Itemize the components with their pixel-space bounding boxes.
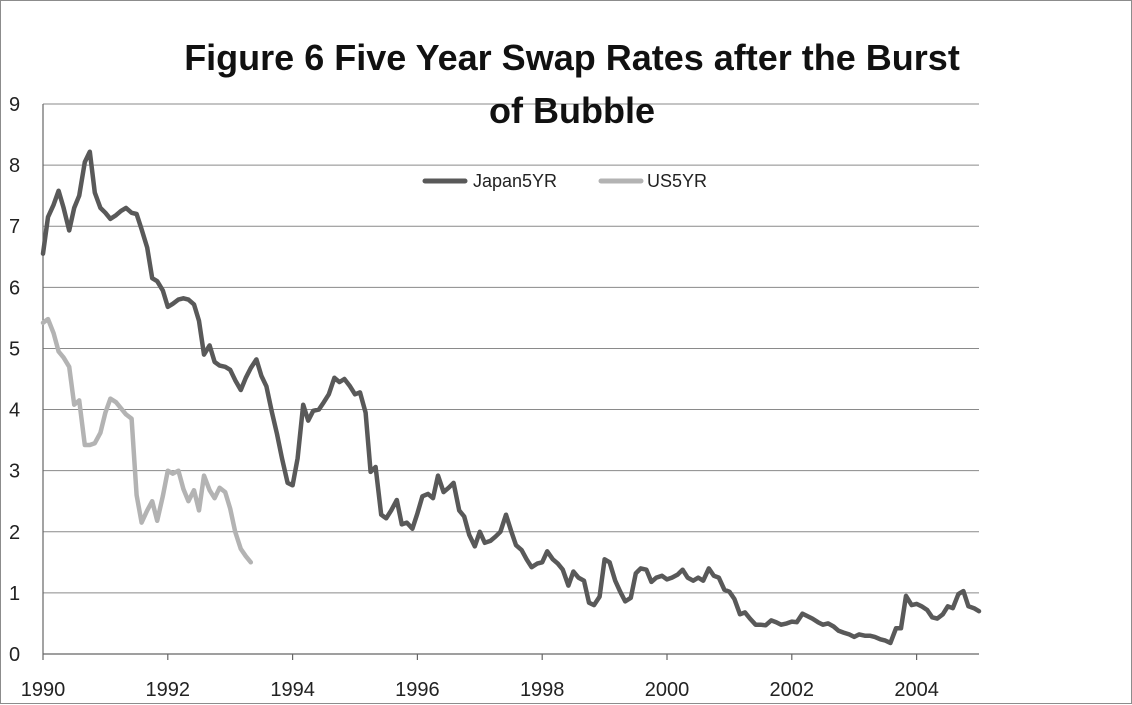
- series-line-japan5yr: [40, 149, 982, 646]
- y-tick-label: 3: [9, 461, 20, 483]
- axes: [42, 104, 979, 660]
- y-tick-label: 2: [9, 522, 20, 544]
- y-tick-label: 6: [9, 277, 20, 299]
- y-tick-label: 9: [9, 94, 20, 116]
- legend-label-japan5yr: Japan5YR: [473, 171, 557, 191]
- x-tick-label: 1996: [395, 679, 440, 701]
- x-tick-labels: 1990 1992 1994 1996 1998 2000 2002 2004: [21, 679, 939, 701]
- x-tick-label: 1992: [146, 679, 191, 701]
- y-tick-label: 7: [9, 216, 20, 238]
- x-tick-label: 2000: [645, 679, 690, 701]
- y-tick-label: 1: [9, 583, 20, 605]
- x-tick-label: 2002: [770, 679, 815, 701]
- x-tick-label: 1994: [270, 679, 315, 701]
- chart-title-line-1: Figure 6 Five Year Swap Rates after the …: [184, 37, 960, 78]
- legend: Japan5YR US5YR: [422, 171, 707, 191]
- x-tick-label: 2004: [894, 679, 939, 701]
- y-tick-label: 5: [9, 338, 20, 360]
- legend-label-us5yr: US5YR: [647, 171, 707, 191]
- y-tick-labels: 0 1 2 3 4 5 6 7 8 9: [9, 94, 20, 666]
- x-tick-label: 1998: [520, 679, 565, 701]
- series-line-us5yr: [40, 316, 254, 565]
- y-tick-label: 4: [9, 400, 20, 422]
- gridlines: [43, 103, 979, 594]
- x-tick-label: 1990: [21, 679, 66, 701]
- y-tick-label: 0: [9, 644, 20, 666]
- series-lines: [40, 149, 982, 646]
- y-tick-label: 8: [9, 155, 20, 177]
- chart-title: Figure 6 Five Year Swap Rates after the …: [184, 37, 960, 131]
- chart-title-line-2: of Bubble: [489, 90, 655, 131]
